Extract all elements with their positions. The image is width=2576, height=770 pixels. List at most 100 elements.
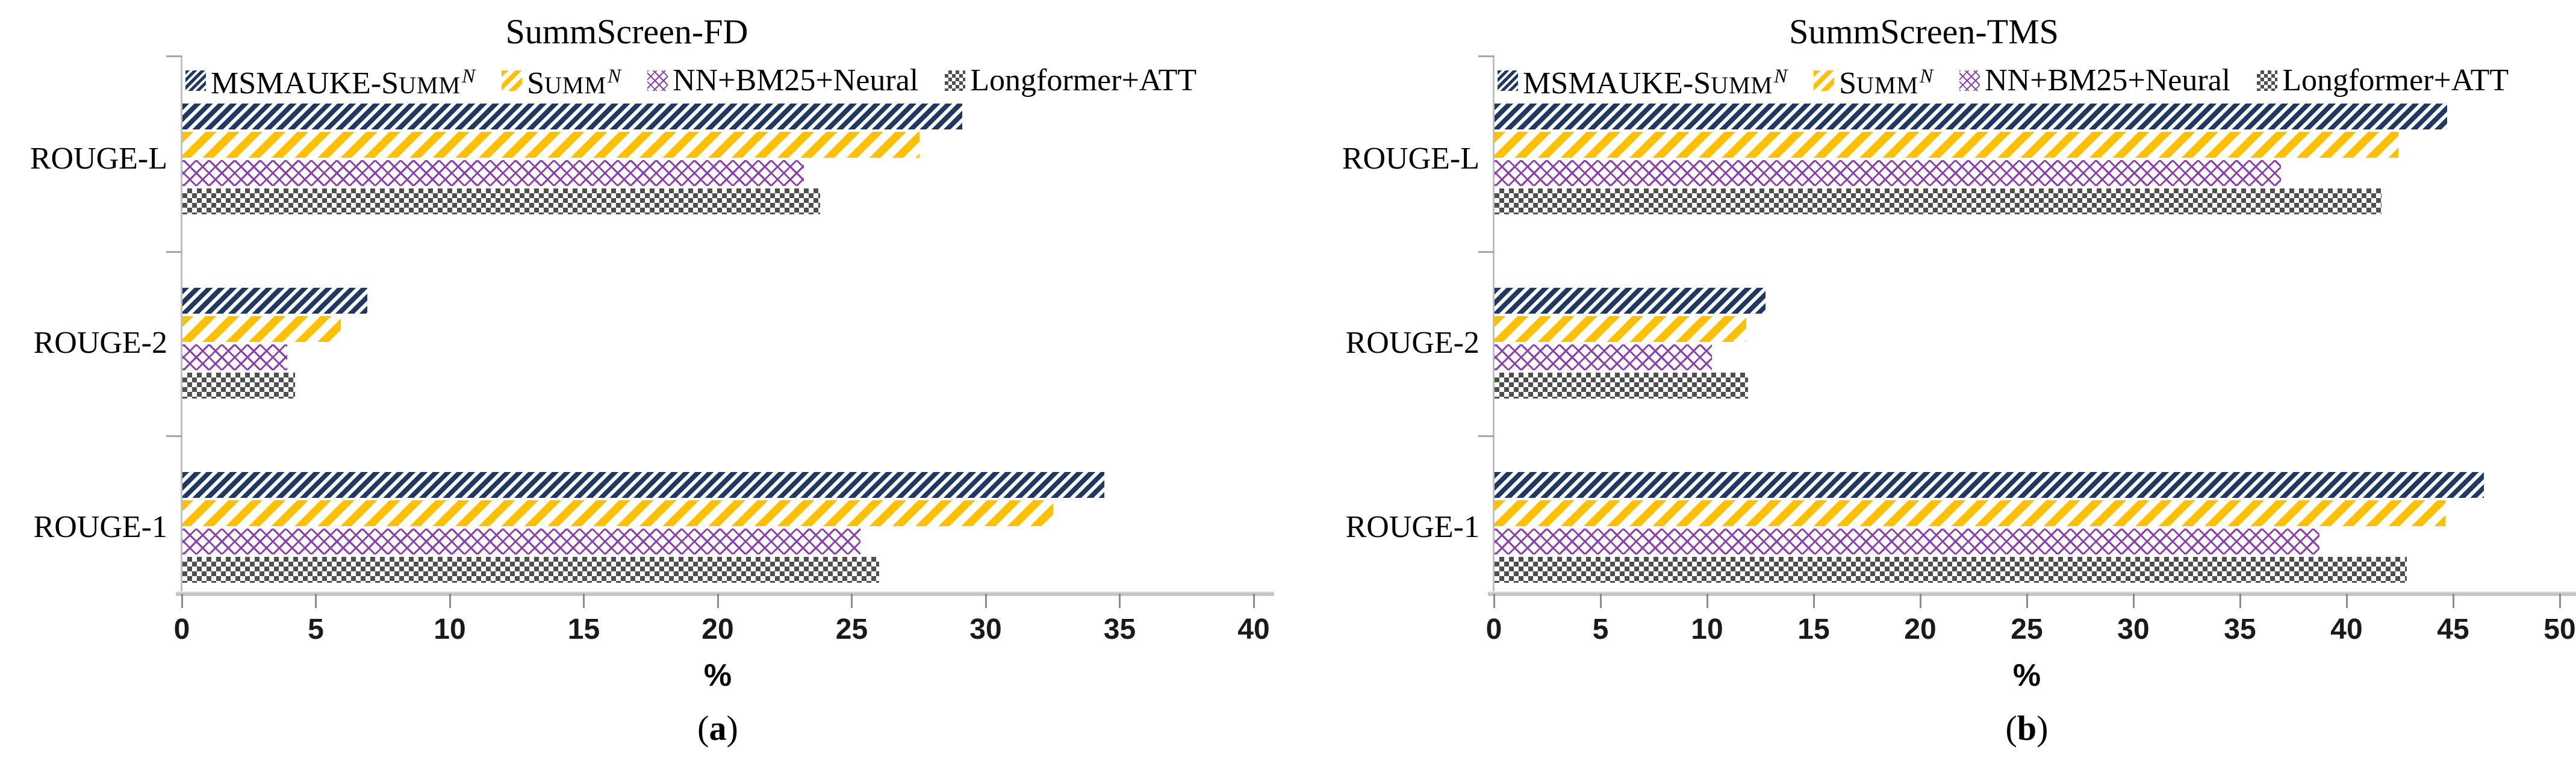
legend-text-main: Longformer+ATT — [970, 63, 1197, 98]
bar-summ-n-rouge-2 — [182, 316, 341, 342]
y-axis-line — [181, 55, 182, 591]
x-axis-tick-15 — [583, 594, 585, 608]
y-axis-line — [1493, 55, 1495, 591]
legend-item-summ-n: SUMMN — [1814, 58, 1933, 104]
bar-longformer-att-rouge-1 — [1495, 557, 2407, 583]
legend-text-superscript: N — [608, 65, 621, 87]
legend-label-longformer-att: Longformer+ATT — [970, 63, 1196, 99]
x-axis-tick-label-40: 40 — [2330, 613, 2363, 645]
x-axis-tick-label-5: 5 — [1592, 613, 1609, 645]
bar-summ-n-rouge-1 — [1495, 500, 2445, 526]
legend-text-main: NN+BM25+Neural — [1985, 63, 2231, 98]
x-axis-tick-label-45: 45 — [2437, 613, 2469, 645]
legend-text-smallcaps: UMM — [1856, 71, 1919, 99]
bar-summ-n-rouge-1 — [182, 500, 1053, 526]
legend: MSMAUKE-SUMMN SUMMN NN+BM25+Neural Longform… — [1498, 61, 2509, 101]
x-axis-tick-5 — [1599, 594, 1602, 608]
x-axis-tick-20 — [1919, 594, 1921, 608]
y-axis-category-tick-2 — [166, 435, 182, 437]
legend-text-smallcaps: UMM — [1711, 71, 1773, 99]
x-axis-tick-40 — [2345, 594, 2348, 608]
category-label-rouge-l: ROUGE-L — [1342, 141, 1479, 176]
legend-label-longformer-att: Longformer+ATT — [2282, 63, 2509, 99]
y-axis-category-tick-0 — [1478, 55, 1494, 57]
bar-summ-n-rouge-l — [1495, 132, 2398, 158]
bar-nn-bm25-neural-rouge-l — [1495, 160, 2281, 186]
category-label-rouge-2: ROUGE-2 — [33, 326, 167, 360]
legend-text-main: MSMAUKE-S — [1523, 66, 1711, 101]
legend-item-summ-n: SUMMN — [502, 58, 621, 104]
x-axis-tick-label-20: 20 — [702, 613, 734, 645]
legend-text-smallcaps: UMM — [544, 71, 607, 99]
x-axis-tick-label-25: 25 — [835, 613, 868, 645]
legend-text-main: S — [1839, 66, 1857, 101]
x-axis-line — [1488, 591, 2576, 596]
legend-text-main: Longformer+ATT — [2282, 63, 2509, 98]
legend-item-msmauke-summ: MSMAUKE-SUMMN — [185, 58, 475, 104]
navy-diagonal-stripes-icon — [185, 70, 206, 91]
x-axis-tick-25 — [851, 594, 853, 608]
bar-longformer-att-rouge-l — [182, 188, 820, 214]
x-axis-tick-35 — [2239, 594, 2241, 608]
x-axis-tick-label-15: 15 — [1797, 613, 1830, 645]
plot-area: ROUGE-L ROUGE-2 ROUGE-1 0 5 10 15 20 25 30 35 40 — [30, 55, 1274, 645]
caption: (b) — [1937, 708, 2117, 748]
chart-title: SummScreen-TMS — [1789, 12, 2059, 51]
legend-item-longformer-att: Longformer+ATT — [2257, 63, 2509, 99]
x-axis-tick-label-30: 30 — [969, 613, 1002, 645]
gray-checker-icon — [945, 70, 966, 91]
legend-text-superscript: N — [1774, 65, 1788, 87]
bar-msmauke-summ-rouge-1 — [182, 472, 1104, 498]
bar-nn-bm25-neural-rouge-2 — [1495, 344, 1712, 370]
caption-close-paren: ) — [2036, 709, 2049, 748]
bar-nn-bm25-neural-rouge-l — [182, 160, 804, 186]
bar-summ-n-rouge-2 — [1495, 316, 1746, 342]
y-axis-category-tick-1 — [166, 251, 182, 253]
x-axis-tick-0 — [181, 594, 183, 608]
legend-text-smallcaps: UMM — [399, 71, 461, 99]
x-axis-tick-label-40: 40 — [1237, 613, 1270, 645]
plot-area: ROUGE-L ROUGE-2 ROUGE-1 0 5 10 15 20 25 30 35 40 45 5… — [1288, 0, 2576, 770]
caption-letter: b — [2017, 709, 2037, 748]
x-axis-tick-label-35: 35 — [1103, 613, 1136, 645]
bar-msmauke-summ-rouge-1 — [1495, 472, 2484, 498]
bar-longformer-att-rouge-2 — [1495, 373, 1748, 399]
caption: (a) — [627, 708, 808, 748]
purple-crosshatch-icon — [1959, 70, 1980, 91]
y-axis-category-tick-1 — [1478, 251, 1494, 253]
category-label-rouge-1: ROUGE-1 — [33, 510, 167, 544]
x-axis-tick-45 — [2452, 594, 2454, 608]
caption-open-paren: ( — [2005, 709, 2017, 748]
legend-item-msmauke-summ: MSMAUKE-SUMMN — [1498, 58, 1787, 104]
bar-nn-bm25-neural-rouge-1 — [182, 529, 860, 554]
x-axis-tick-5 — [315, 594, 317, 608]
category-label-rouge-l: ROUGE-L — [30, 141, 167, 176]
legend-label-msmauke-summ: MSMAUKE-SUMMN — [211, 58, 475, 104]
legend-text-main: MSMAUKE-S — [211, 66, 399, 101]
navy-diagonal-stripes-icon — [1498, 70, 1518, 91]
x-axis-tick-label-50: 50 — [2543, 613, 2576, 645]
x-axis-tick-label-25: 25 — [2011, 613, 2043, 645]
x-axis-tick-label-10: 10 — [434, 613, 466, 645]
x-axis-tick-20 — [717, 594, 719, 608]
legend-label-summ-n: SUMMN — [1839, 58, 1933, 104]
legend-label-nn-bm25-neural: NN+BM25+Neural — [673, 63, 918, 99]
legend-text-superscript: N — [1920, 65, 1934, 87]
gray-checker-icon — [2257, 70, 2278, 91]
x-axis-tick-label-15: 15 — [567, 613, 600, 645]
x-axis-tick-0 — [1493, 594, 1495, 608]
category-label-rouge-2: ROUGE-2 — [1345, 326, 1479, 360]
bar-summ-n-rouge-l — [182, 132, 919, 158]
x-axis-tick-30 — [985, 594, 987, 608]
legend-text-main: S — [527, 66, 545, 101]
bar-msmauke-summ-rouge-l — [182, 104, 962, 129]
y-axis-category-tick-2 — [1478, 435, 1494, 437]
chart-title: SummScreen-FD — [505, 12, 748, 51]
legend-label-msmauke-summ: MSMAUKE-SUMMN — [1523, 58, 1787, 104]
x-axis-tick-10 — [1706, 594, 1708, 608]
bar-longformer-att-rouge-l — [1495, 188, 2382, 214]
legend-item-nn-bm25-neural: NN+BM25+Neural — [647, 63, 918, 99]
bar-longformer-att-rouge-1 — [182, 557, 879, 583]
caption-open-paren: ( — [697, 709, 709, 748]
